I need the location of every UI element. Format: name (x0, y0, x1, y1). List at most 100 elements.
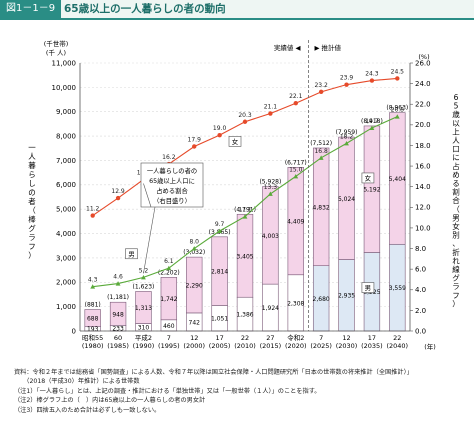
left-tick-label: 4,000 (56, 230, 76, 238)
figure-header: 図1－1－9 65歳以上の一人暮らしの者の動向 (0, 0, 474, 20)
bar-male-label: 男 (365, 284, 372, 292)
bar-total-value: (4,791) (234, 206, 256, 213)
x-tick-era: 7 (167, 334, 171, 342)
left-axis-unit-2: (千 人) (46, 48, 66, 57)
axis-label-char: 女 (452, 221, 460, 231)
line-male-label: 男 (128, 250, 135, 258)
left-tick-label: 6,000 (56, 181, 76, 189)
female-point-label: 22.1 (289, 93, 303, 100)
bar-total-value: (7,512) (310, 140, 332, 147)
bar-female-value: 1,742 (160, 296, 177, 303)
bar-female (211, 236, 228, 306)
left-tick-label: 3,000 (56, 254, 76, 262)
right-tick-label: 16.0 (415, 162, 431, 170)
male-point-label: 13.3 (264, 184, 278, 191)
axis-label-char: 男 (452, 213, 460, 222)
axis-label-char: に (452, 153, 460, 162)
axis-label-char: め (452, 170, 460, 179)
bar-female-value: 2,290 (186, 283, 203, 290)
male-point-label: 11.1 (238, 207, 252, 214)
male-point-label: 8.0 (189, 239, 199, 246)
axis-label-char: 人 (452, 136, 460, 145)
male-point-label: 19.7 (365, 118, 379, 125)
x-tick-year: (1985) (107, 342, 129, 350)
bar-female (312, 147, 330, 267)
bar-female (287, 167, 304, 276)
bar-female-value: 4,832 (313, 204, 330, 211)
male-point-label: 18.2 (340, 133, 354, 140)
note-3: （注3）四捨五入のため合計は必ずしも一致しない。 (14, 406, 161, 414)
bar-female (84, 309, 101, 327)
female-point (217, 132, 222, 138)
female-point-label: 19.0 (213, 125, 227, 132)
bar-male-value: 193 (87, 326, 99, 333)
left-tick-label: 9,000 (56, 108, 76, 116)
bar-male-value: 460 (163, 323, 175, 330)
female-point-label: 12.9 (111, 188, 125, 195)
bar-female (186, 256, 203, 314)
male-point-label: 15.0 (289, 166, 303, 173)
x-tick-era: 60 (114, 334, 122, 342)
right-tick-label: 18.0 (415, 142, 431, 150)
bar-male-value: 1,924 (262, 305, 279, 312)
bar-female-value: 3,405 (236, 253, 253, 260)
male-point (344, 141, 349, 146)
axis-label-char: 暮 (28, 160, 36, 170)
right-tick-label: 0.0 (415, 327, 426, 335)
line-female-label: 女 (232, 137, 239, 146)
bar-female-value: 5,024 (338, 196, 355, 203)
axis-label-char: 人 (28, 152, 36, 161)
bar-total-value: (881) (85, 302, 101, 309)
male-point-label: 6.1 (164, 258, 174, 265)
right-tick-label: 24.0 (415, 80, 431, 88)
male-point (166, 265, 172, 271)
axis-label-char: 6 (454, 93, 459, 102)
x-tick-era: 17 (215, 334, 223, 342)
axis-label-char: 、 (452, 239, 460, 248)
x-tick-year: (2000) (183, 342, 205, 350)
male-point (242, 214, 248, 219)
right-axis-unit: (%) (418, 53, 429, 61)
axis-label-char: し (28, 179, 36, 188)
left-tick-label: 1,000 (56, 303, 76, 311)
axis-label-char: ） (452, 299, 460, 308)
female-point (115, 195, 121, 201)
bar-male-value: 310 (138, 325, 150, 332)
bar-total-value: (1,623) (133, 283, 155, 290)
bar-total-value: (8,963) (386, 105, 408, 112)
axis-label-char: ラ (452, 282, 460, 291)
male-point (369, 125, 375, 130)
axis-label-char: の (28, 188, 36, 197)
x-tick-year: (2020) (285, 342, 307, 350)
male-point (141, 275, 146, 280)
x-tick-year: (2025) (310, 342, 332, 350)
bar-male-value: 233 (112, 326, 124, 333)
axis-label-char: れ (452, 256, 460, 265)
actual-label: 実績値 ◀ (274, 43, 301, 52)
callout-line: 一人暮らしの者の (147, 166, 197, 175)
bar-male-label-box (361, 282, 375, 293)
female-point-label: 21.1 (264, 104, 278, 111)
note-source-2: （2018（平成30）年推計）による世帯数 (14, 378, 140, 386)
bar-male-value: 3,559 (389, 285, 406, 292)
callout-leader-male (143, 206, 156, 274)
x-tick-era: 22 (241, 334, 249, 342)
bar-total-value: (7,959) (336, 129, 358, 136)
axis-label-char: 5 (454, 102, 459, 111)
bar-female (160, 277, 178, 321)
bar-male-value: 2,935 (338, 293, 355, 300)
axis-label-char: グ (28, 223, 36, 233)
right-tick-label: 6.0 (415, 266, 426, 274)
bar-female-value: 4,409 (287, 219, 304, 226)
note-2: （注2）棒グラフ上の（ ）内は65歳以上の一人暮らしの者の男女計 (14, 397, 206, 405)
axis-label-char: （ (28, 206, 36, 215)
female-point (318, 89, 324, 95)
left-axis-unit-1: (千世帯) (44, 39, 69, 48)
x-tick-year: (2015) (260, 342, 282, 350)
axis-label-char: 折 (452, 247, 460, 257)
bar-female-value: 688 (87, 315, 99, 322)
right-tick-label: 10.0 (415, 224, 431, 232)
bar-female-value: 4,003 (262, 233, 279, 240)
female-point (344, 82, 349, 87)
